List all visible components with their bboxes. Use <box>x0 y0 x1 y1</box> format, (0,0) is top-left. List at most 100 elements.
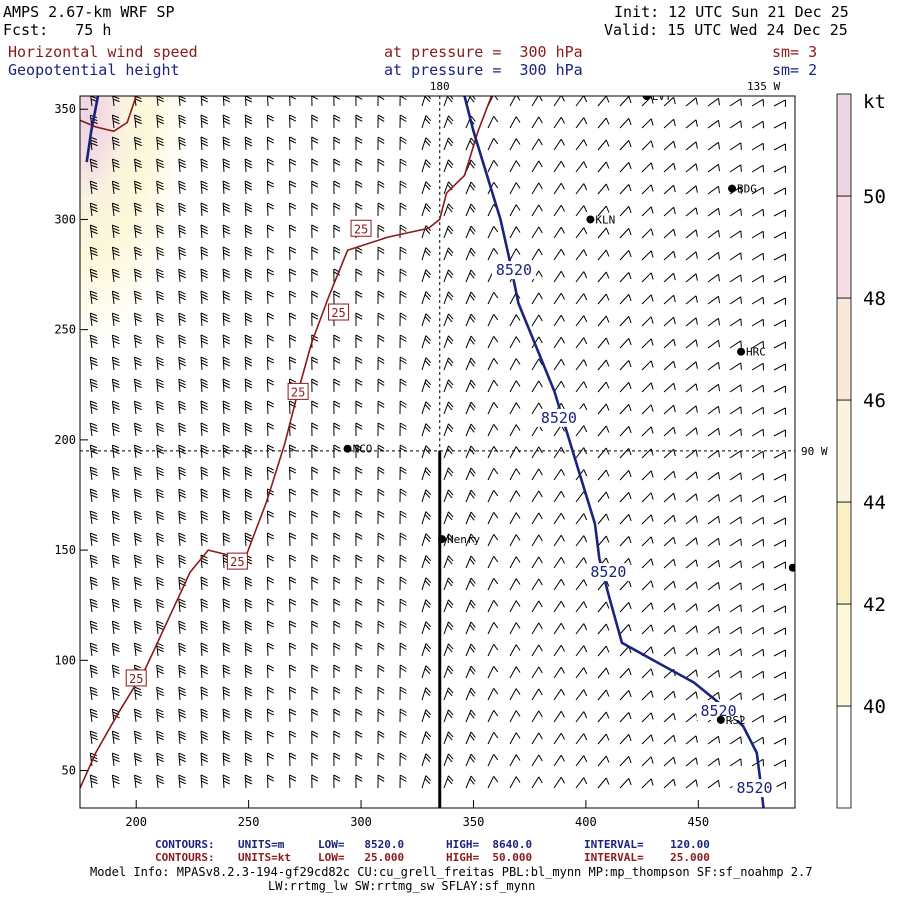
wind-barb <box>641 294 654 305</box>
wind-barb <box>244 532 253 547</box>
wind-barb <box>531 226 543 239</box>
wind-barb <box>421 555 432 569</box>
station-marker <box>437 535 446 544</box>
wind-barb <box>178 268 187 283</box>
wind-barb <box>707 581 720 591</box>
wind-barb <box>641 360 654 371</box>
wind-barb <box>751 428 764 437</box>
wind-barb <box>134 598 142 613</box>
wind-barb <box>553 446 565 459</box>
wind-barb <box>597 96 610 107</box>
wind-barb <box>289 730 297 745</box>
wind-barb <box>487 424 499 437</box>
wind-barb <box>289 312 297 327</box>
wind-barb <box>266 642 275 657</box>
wind-barb <box>377 378 385 393</box>
wind-barb <box>773 429 786 437</box>
wind-barb <box>377 620 385 635</box>
wind-barb <box>619 536 632 547</box>
wind-barb <box>178 576 187 591</box>
wind-barb <box>443 709 454 723</box>
wind-barb <box>619 294 632 305</box>
wind-barb <box>509 358 521 371</box>
wind-barb <box>575 293 588 305</box>
wind-barb <box>663 712 676 723</box>
wind-barb <box>111 268 120 283</box>
wind-contour-line <box>80 96 493 789</box>
wind-barb <box>311 532 319 547</box>
wind-barb <box>244 752 253 767</box>
wind-barb <box>487 446 499 459</box>
wind-barb <box>111 180 120 195</box>
wind-barb <box>333 598 341 613</box>
wind-barb <box>531 446 543 459</box>
wind-barb <box>729 648 742 657</box>
wind-barb <box>355 642 363 657</box>
wind-barb <box>111 730 120 745</box>
wind-barb <box>751 340 764 349</box>
wind-barb <box>156 664 164 679</box>
wind-barb <box>111 378 120 393</box>
wind-barb <box>421 511 432 525</box>
wind-barb <box>421 599 432 613</box>
wind-barb <box>355 598 363 613</box>
wind-barb <box>311 752 319 767</box>
wind-barb <box>575 755 588 767</box>
wind-barb <box>663 448 676 459</box>
wind-barb <box>641 492 654 503</box>
x-tick-label: 450 <box>687 815 709 829</box>
wind-barb <box>355 664 363 679</box>
wind-barb <box>311 378 319 393</box>
wind-barb <box>443 599 454 613</box>
wind-barb <box>465 423 476 437</box>
wind-barb <box>729 450 742 459</box>
wind-barb <box>707 361 720 371</box>
wind-barb <box>663 250 676 261</box>
wind-barb <box>266 378 275 393</box>
wind-barb <box>575 227 588 239</box>
wind-barb <box>200 400 209 415</box>
wind-barb <box>222 290 231 305</box>
wind-barb <box>685 559 698 569</box>
wind-barb <box>289 664 297 679</box>
wind-barb <box>751 714 764 723</box>
wind-barb <box>200 312 209 327</box>
wind-barb <box>333 532 341 547</box>
wind-barb <box>641 404 654 415</box>
wind-contour-label-box <box>350 219 372 237</box>
wind-barb <box>178 488 187 503</box>
footer-wind-units: UNITS=kt <box>238 851 291 864</box>
wind-barb <box>707 339 720 349</box>
wind-barb <box>355 532 363 547</box>
wind-barb <box>707 229 720 239</box>
wind-barb <box>178 686 187 701</box>
footer-height-label: CONTOURS: <box>155 838 215 851</box>
wind-barb <box>311 554 319 569</box>
wind-barb <box>178 752 187 767</box>
wind-barb <box>399 246 407 261</box>
wind-barb <box>531 666 543 679</box>
wind-barb <box>487 138 499 151</box>
wind-barb <box>773 627 786 635</box>
wind-barb <box>553 314 565 327</box>
wind-barb <box>377 510 385 525</box>
wind-barb <box>289 554 297 569</box>
wind-barb <box>266 158 275 173</box>
wind-barb <box>487 534 499 547</box>
wind-barb <box>111 708 120 723</box>
wind-barb <box>134 444 142 459</box>
wind-barb <box>553 688 565 701</box>
wind-barb <box>200 114 209 129</box>
wind-barb <box>509 248 521 261</box>
wind-barb <box>751 186 764 195</box>
wind-barb <box>751 274 764 283</box>
wind-barb <box>311 180 319 195</box>
wind-barb <box>663 624 676 635</box>
wind-barb <box>487 248 499 261</box>
wind-barb <box>729 692 742 701</box>
x-tick-label: 400 <box>575 815 597 829</box>
station-label: HRC <box>746 346 766 359</box>
wind-barb <box>421 181 432 195</box>
wind-barb <box>729 142 742 151</box>
wind-barb <box>89 356 98 371</box>
